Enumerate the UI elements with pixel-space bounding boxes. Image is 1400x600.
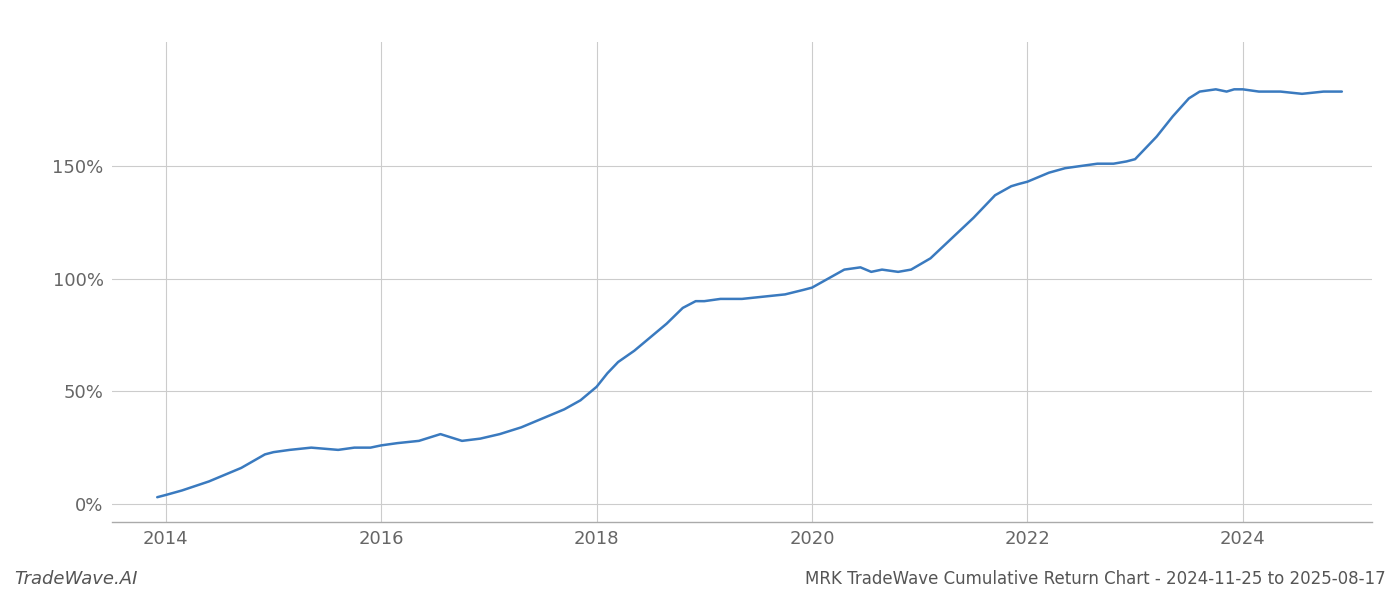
Text: MRK TradeWave Cumulative Return Chart - 2024-11-25 to 2025-08-17: MRK TradeWave Cumulative Return Chart - …: [805, 570, 1386, 588]
Text: TradeWave.AI: TradeWave.AI: [14, 570, 137, 588]
